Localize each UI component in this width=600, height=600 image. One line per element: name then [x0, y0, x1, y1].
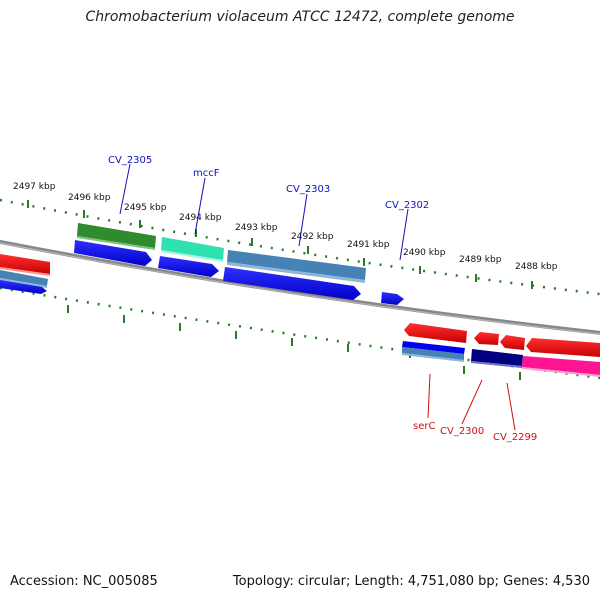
- tick-label: 2492 kbp: [291, 232, 334, 242]
- tick-label: 2494 kbp: [179, 213, 222, 223]
- gene-label-cv2299[interactable]: CV_2299: [493, 432, 537, 443]
- label-leader-line: [194, 177, 206, 235]
- gene-label-cv2300[interactable]: CV_2300: [440, 426, 484, 437]
- tick-label: 2495 kbp: [124, 203, 167, 213]
- feature-left-red[interactable]: [0, 254, 50, 276]
- major-ticks-lower: [67, 305, 521, 380]
- cds-forward-arrow[interactable]: [158, 256, 219, 277]
- label-leader-line: [427, 373, 431, 419]
- gene-label-serc[interactable]: serC: [413, 421, 435, 432]
- tick-label: 2496 kbp: [68, 193, 111, 203]
- cds-forward-arrow[interactable]: [223, 267, 361, 300]
- tick-label: 2491 kbp: [347, 240, 390, 250]
- cds-forward-arrow[interactable]: [381, 292, 404, 305]
- tick-label: 2493 kbp: [235, 223, 278, 233]
- genome-backbone: [0, 239, 600, 335]
- cds-reverse-arrow[interactable]: [500, 335, 525, 350]
- genome-stats-text: Topology: circular; Length: 4,751,080 bp…: [232, 574, 590, 589]
- feature-pink[interactable]: [522, 356, 600, 377]
- gene-label-cv2305[interactable]: CV_2305: [108, 155, 152, 166]
- label-leader-line: [119, 163, 131, 215]
- tick-label: 2488 kbp: [515, 262, 558, 272]
- cds-reverse-arrow[interactable]: [474, 332, 499, 345]
- gene-label-cv2303[interactable]: CV_2303: [286, 184, 330, 195]
- feature-steel[interactable]: [227, 250, 366, 283]
- accession-text: Accession: NC_005085: [10, 574, 158, 589]
- label-leader-line: [506, 382, 516, 431]
- major-ticks-upper: [27, 200, 533, 289]
- gene-label-cv2302[interactable]: CV_2302: [385, 200, 429, 211]
- label-leader-line: [461, 379, 483, 425]
- feature-navy[interactable]: [471, 349, 523, 368]
- feature-lower-blue[interactable]: [402, 341, 465, 362]
- tick-label: 2490 kbp: [403, 248, 446, 258]
- cds-forward-arrow[interactable]: [0, 280, 47, 294]
- cds-reverse-arrow[interactable]: [404, 323, 467, 343]
- map-title: Chromobacterium violaceum ATCC 12472, co…: [85, 9, 515, 25]
- tick-label: 2497 kbp: [13, 182, 56, 192]
- gene-label-mccf[interactable]: mccF: [193, 168, 220, 179]
- feature-green[interactable]: [77, 223, 156, 250]
- label-leader-line: [298, 193, 308, 247]
- feature-left-steel[interactable]: [0, 270, 48, 288]
- cds-reverse-arrow[interactable]: [526, 338, 600, 357]
- feature-teal[interactable]: [161, 237, 224, 262]
- cds-forward-arrow[interactable]: [74, 240, 152, 266]
- label-leader-line: [399, 208, 409, 261]
- tick-label: 2489 kbp: [459, 255, 502, 265]
